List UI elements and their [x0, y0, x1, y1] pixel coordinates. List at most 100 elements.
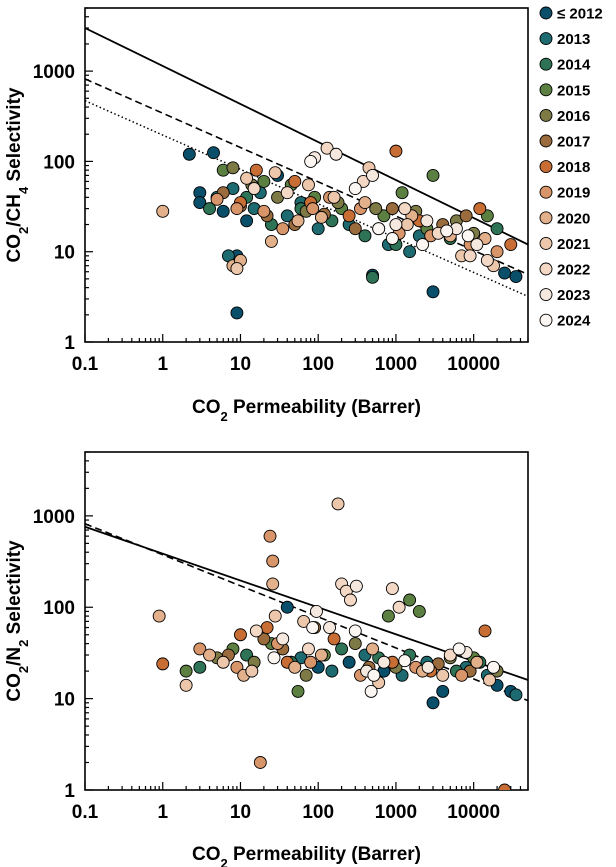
- data-point: [348, 222, 362, 236]
- data-point: [498, 266, 512, 280]
- data-point: [463, 249, 477, 263]
- data-point: [266, 577, 280, 591]
- x-axis-title: CO2 Permeability (Barrer): [192, 397, 421, 424]
- legend-marker: [539, 288, 553, 302]
- data-point: [366, 270, 379, 284]
- data-point: [349, 579, 363, 593]
- legend-marker: [539, 236, 553, 250]
- legend-label: 2013: [557, 31, 590, 48]
- data-point: [452, 642, 466, 656]
- data-point: [344, 593, 357, 607]
- data-point: [416, 238, 430, 252]
- data-point: [288, 660, 302, 674]
- data-point: [490, 222, 504, 236]
- data-point: [302, 178, 315, 192]
- legend-label: ≤ 2012: [557, 6, 603, 23]
- y-tick-label: 10: [54, 690, 75, 711]
- legend-marker: [539, 160, 553, 174]
- data-point: [311, 222, 325, 236]
- data-point: [487, 660, 500, 674]
- data-point: [230, 306, 244, 320]
- data-point: [230, 262, 244, 276]
- data-point: [314, 210, 328, 224]
- data-point: [299, 668, 313, 682]
- data-point: [257, 204, 271, 218]
- data-point: [509, 270, 523, 284]
- data-point: [364, 684, 378, 698]
- data-point: [504, 238, 518, 252]
- data-point: [304, 154, 318, 168]
- data-point: [203, 202, 216, 216]
- data-point: [268, 166, 282, 180]
- y-tick-label: 10: [54, 243, 75, 264]
- data-point: [320, 141, 334, 155]
- data-point: [400, 218, 414, 231]
- data-point: [193, 660, 207, 674]
- data-point: [421, 660, 435, 674]
- x-tick-label: 10000: [447, 802, 500, 823]
- data-point: [372, 222, 386, 236]
- data-point: [253, 756, 267, 769]
- legend-item: 2017: [539, 134, 590, 151]
- data-point: [207, 146, 220, 160]
- legend-label: 2014: [557, 57, 591, 74]
- data-point: [302, 642, 315, 656]
- x-axis-title: CO2 Permeability (Barrer): [192, 844, 421, 867]
- data-point: [193, 196, 207, 210]
- y-tick-label: 1: [64, 781, 75, 802]
- data-point: [385, 582, 399, 596]
- data-point: [455, 668, 469, 682]
- data-point: [461, 229, 475, 243]
- data-point: [348, 182, 362, 196]
- data-point: [369, 202, 383, 216]
- legend-label: 2016: [557, 108, 590, 125]
- data-point: [436, 684, 450, 698]
- data-point: [426, 285, 440, 299]
- legend-item: ≤ 2012: [539, 6, 603, 23]
- data-point: [266, 554, 280, 568]
- data-point: [440, 224, 454, 238]
- data-point: [304, 655, 318, 669]
- data-point: [367, 668, 381, 682]
- x-tick-label: 10: [230, 354, 251, 375]
- legend-label: 2015: [557, 82, 590, 99]
- x-axis: 0.1 1 10 100 1000 10000: [72, 334, 529, 375]
- scatter-points: [152, 497, 523, 790]
- legend-marker: [539, 32, 553, 46]
- x-tick-label: 0.1: [72, 802, 99, 823]
- data-point: [327, 190, 341, 204]
- legend-item: 2016: [539, 108, 590, 125]
- data-point: [216, 204, 230, 218]
- data-point: [358, 229, 372, 243]
- data-point: [291, 214, 305, 228]
- y-axis-title: CO2/N2 Selectivity: [4, 540, 31, 702]
- y-axis: 1 10 100 1000: [33, 451, 93, 802]
- legend-marker: [539, 185, 553, 199]
- legend-item: 2021: [539, 236, 590, 253]
- upper-bound-dotted: [85, 100, 528, 298]
- data-point: [156, 657, 170, 671]
- data-point: [193, 642, 207, 656]
- data-point: [249, 624, 263, 638]
- upper-bounds: [85, 27, 528, 298]
- legend-item: 2022: [539, 262, 590, 279]
- legend-marker: [539, 83, 553, 97]
- legend-item: 2013: [539, 31, 590, 48]
- data-point: [230, 202, 244, 216]
- legend-label: 2019: [557, 185, 590, 202]
- data-point: [389, 218, 403, 231]
- data-point: [268, 609, 282, 623]
- data-point: [459, 209, 473, 223]
- data-point: [329, 147, 343, 161]
- data-point: [267, 651, 281, 665]
- data-point: [443, 648, 457, 662]
- x-tick-label: 1000: [375, 354, 417, 375]
- data-point: [240, 171, 254, 185]
- data-point: [310, 604, 323, 618]
- data-point: [436, 668, 450, 682]
- data-point: [498, 783, 512, 790]
- data-point: [179, 664, 193, 678]
- data-point: [226, 161, 240, 175]
- data-point: [280, 209, 294, 223]
